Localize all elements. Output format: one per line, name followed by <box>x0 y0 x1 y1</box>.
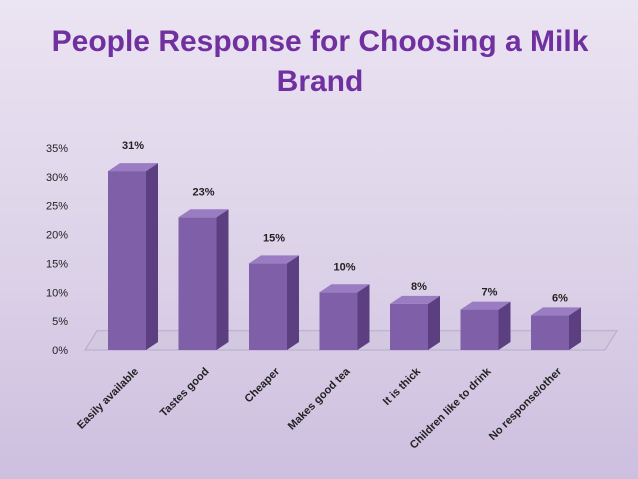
bar-front <box>460 309 499 350</box>
x-category-label: It is thick <box>381 365 424 408</box>
bar-top <box>460 301 511 310</box>
bar-side <box>428 295 440 350</box>
bar-front <box>319 292 358 350</box>
y-tick-label: 15% <box>46 258 68 270</box>
bars: 31% 23% 15% 10% 8% 7% 6% <box>108 140 581 350</box>
chart-title: People Response for Choosing a Milk Bran… <box>51 25 589 98</box>
bar-front <box>390 303 428 350</box>
bar-front <box>531 315 569 350</box>
bar-top <box>178 209 229 218</box>
bar <box>390 295 440 350</box>
bar-side <box>216 209 229 350</box>
y-tick-label: 30% <box>46 172 68 184</box>
y-tick-label: 10% <box>46 287 68 299</box>
bar-front <box>178 217 217 350</box>
bar <box>531 307 581 350</box>
y-tick-label: 20% <box>46 230 68 242</box>
data-label: 8% <box>411 281 427 293</box>
y-tick-label: 25% <box>46 201 68 213</box>
bar <box>460 301 511 350</box>
bar-side <box>569 307 581 350</box>
bar-top <box>390 295 440 304</box>
y-tick-label: 35% <box>46 143 68 155</box>
data-label: 23% <box>192 186 214 198</box>
data-label: 7% <box>482 287 498 299</box>
y-tick-label: 5% <box>52 316 68 328</box>
bar-top <box>108 163 158 172</box>
x-category-label: No response/other <box>487 365 565 443</box>
data-label: 31% <box>122 140 144 152</box>
bar-side <box>498 301 511 350</box>
bar-top <box>249 255 299 264</box>
data-label: 6% <box>552 292 568 304</box>
y-tick-label: 0% <box>52 345 68 357</box>
bar-side <box>287 255 299 350</box>
data-label: 10% <box>333 261 355 273</box>
bar <box>108 163 158 350</box>
x-axis: Easily available Tastes good Cheaper Makes … <box>75 365 565 451</box>
bar-top <box>319 284 370 293</box>
x-category-label: Cheaper <box>243 365 283 405</box>
bar-front <box>249 263 287 350</box>
x-category-label: Easily available <box>75 366 141 432</box>
data-label: 15% <box>263 232 285 244</box>
bar-front <box>108 171 146 350</box>
bar <box>249 255 299 350</box>
x-category-label: Children like to drink <box>408 365 494 451</box>
bar-side <box>146 163 158 350</box>
bar <box>319 284 370 350</box>
bar-top <box>531 307 581 316</box>
bar <box>178 209 229 350</box>
x-category-label: Makes good tea <box>286 365 353 432</box>
y-axis: 0% 5% 10% 15% 20% 25% 30% 35% <box>46 143 68 357</box>
x-category-label: Tastes good <box>158 366 212 420</box>
bar-side <box>357 284 370 350</box>
